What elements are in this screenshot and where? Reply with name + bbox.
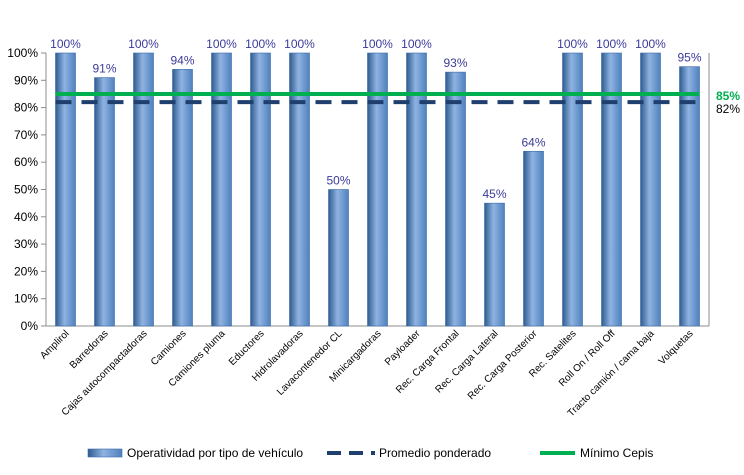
- y-axis: 0% 10% 20% 30% 40% 50% 60% 70% 80% 90% 100%: [7, 46, 710, 333]
- y-tick-label: 20%: [14, 264, 38, 278]
- data-label: 100%: [596, 37, 627, 51]
- minimum-line-label: 85%: [716, 89, 740, 103]
- category-label: Lavacontenedor CL: [275, 328, 345, 398]
- bar: [55, 52, 76, 327]
- legend: Operatividad por tipo de vehículo Promedi…: [87, 446, 653, 460]
- data-label: 100%: [401, 37, 432, 51]
- bar: [94, 77, 115, 327]
- data-label: 100%: [362, 37, 393, 51]
- y-tick-label: 30%: [14, 237, 38, 251]
- y-tick-label: 40%: [14, 210, 38, 224]
- category-label: Camiones: [149, 328, 189, 368]
- data-label: 100%: [50, 37, 81, 51]
- data-label: 100%: [206, 37, 237, 51]
- average-line-label: 82%: [716, 102, 740, 116]
- legend-label-average: Promedio ponderado: [379, 446, 491, 460]
- data-label: 50%: [326, 174, 350, 188]
- data-label: 64%: [521, 135, 545, 149]
- category-label: Eductores: [227, 328, 267, 368]
- data-label: 100%: [284, 37, 315, 51]
- bar: [172, 69, 193, 327]
- data-label: 93%: [443, 56, 467, 70]
- y-tick-label: 60%: [14, 155, 38, 169]
- bar: [211, 52, 232, 327]
- category-label: Rec. Carga Posterior: [466, 328, 540, 402]
- bars: [55, 52, 700, 327]
- category-label: Amplirol: [38, 328, 71, 361]
- y-tick-label: 0%: [21, 319, 39, 333]
- legend-label-bars: Operatividad por tipo de vehículo: [127, 446, 303, 460]
- category-label: Payloader: [383, 328, 423, 368]
- bar: [133, 52, 154, 327]
- data-label: 100%: [128, 37, 159, 51]
- legend-swatch-bars: [87, 448, 123, 458]
- y-tick-label: 50%: [14, 183, 38, 197]
- bar: [523, 150, 544, 327]
- data-label: 45%: [482, 187, 506, 201]
- data-label: 94%: [170, 53, 194, 67]
- bar: [406, 52, 427, 327]
- reference-lines: 82%85%: [55, 89, 740, 116]
- data-label: 100%: [635, 37, 666, 51]
- bar: [601, 52, 622, 327]
- bar: [445, 71, 466, 327]
- data-labels: 100% 91% 100% 94% 100% 100% 100% 50% 100% 100% 93%…: [50, 37, 702, 201]
- data-label: 91%: [92, 62, 116, 76]
- data-label: 100%: [245, 37, 276, 51]
- bar: [289, 52, 310, 327]
- bar: [679, 66, 700, 327]
- y-tick-label: 100%: [7, 46, 38, 60]
- bar: [562, 52, 583, 327]
- category-label: Volquetas: [657, 328, 696, 367]
- y-tick-label: 70%: [14, 128, 38, 142]
- bar: [328, 189, 349, 327]
- y-tick-label: 80%: [14, 101, 38, 115]
- y-tick-label: 10%: [14, 292, 38, 306]
- bar: [484, 202, 505, 327]
- bar: [367, 52, 388, 327]
- y-tick-label: 90%: [14, 73, 38, 87]
- legend-label-minimum: Mínimo Cepis: [580, 446, 653, 460]
- bar: [250, 52, 271, 327]
- data-label: 95%: [677, 51, 701, 65]
- bar: [640, 52, 661, 327]
- data-label: 100%: [557, 37, 588, 51]
